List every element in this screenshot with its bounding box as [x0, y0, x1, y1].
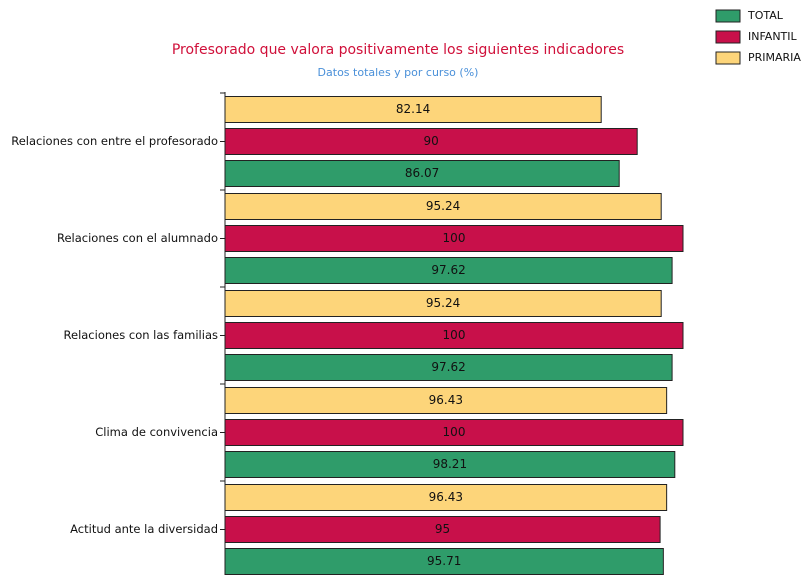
legend-swatch	[715, 30, 741, 44]
y-tick-label: Relaciones con el alumnado	[57, 231, 218, 245]
bar	[224, 257, 673, 284]
value-label: 100	[443, 231, 466, 245]
value-label: 96.43	[429, 393, 463, 407]
bar	[224, 225, 684, 252]
value-label: 96.43	[429, 490, 463, 504]
legend-swatch	[715, 51, 741, 65]
bar	[224, 322, 684, 349]
value-label: 95.71	[427, 554, 461, 568]
value-label: 90	[423, 134, 438, 148]
chart-subtitle: Datos totales y por curso (%)	[318, 66, 479, 79]
y-tick-label: Actitud ante la diversidad	[70, 522, 218, 536]
bar	[224, 484, 668, 511]
value-label: 82.14	[396, 102, 430, 116]
value-label: 95.24	[426, 199, 460, 213]
bar	[224, 96, 602, 123]
legend-label: TOTAL	[747, 9, 784, 22]
bar	[224, 451, 676, 478]
bar	[224, 548, 664, 575]
legend-swatch	[715, 9, 741, 23]
bar	[224, 160, 620, 187]
y-tick-label: Clima de convivencia	[95, 425, 218, 439]
value-label: 95	[435, 522, 450, 536]
legend-label: INFANTIL	[748, 30, 798, 43]
bar	[224, 354, 673, 381]
y-tick-label: Relaciones con entre el profesorado	[11, 134, 218, 148]
bar	[224, 128, 638, 155]
value-label: 95.24	[426, 296, 460, 310]
value-label: 100	[443, 425, 466, 439]
chart-title: Profesorado que valora positivamente los…	[172, 42, 624, 58]
bar	[224, 290, 662, 317]
value-label: 97.62	[431, 360, 465, 374]
bar	[224, 193, 662, 220]
bar	[224, 387, 668, 414]
value-label: 86.07	[405, 166, 439, 180]
value-label: 97.62	[431, 263, 465, 277]
y-tick-label: Relaciones con las familias	[64, 328, 218, 342]
bar	[224, 419, 684, 446]
value-label: 98.21	[433, 457, 467, 471]
bar	[224, 516, 661, 543]
value-label: 100	[443, 328, 466, 342]
legend-label: PRIMARIA	[748, 51, 801, 64]
